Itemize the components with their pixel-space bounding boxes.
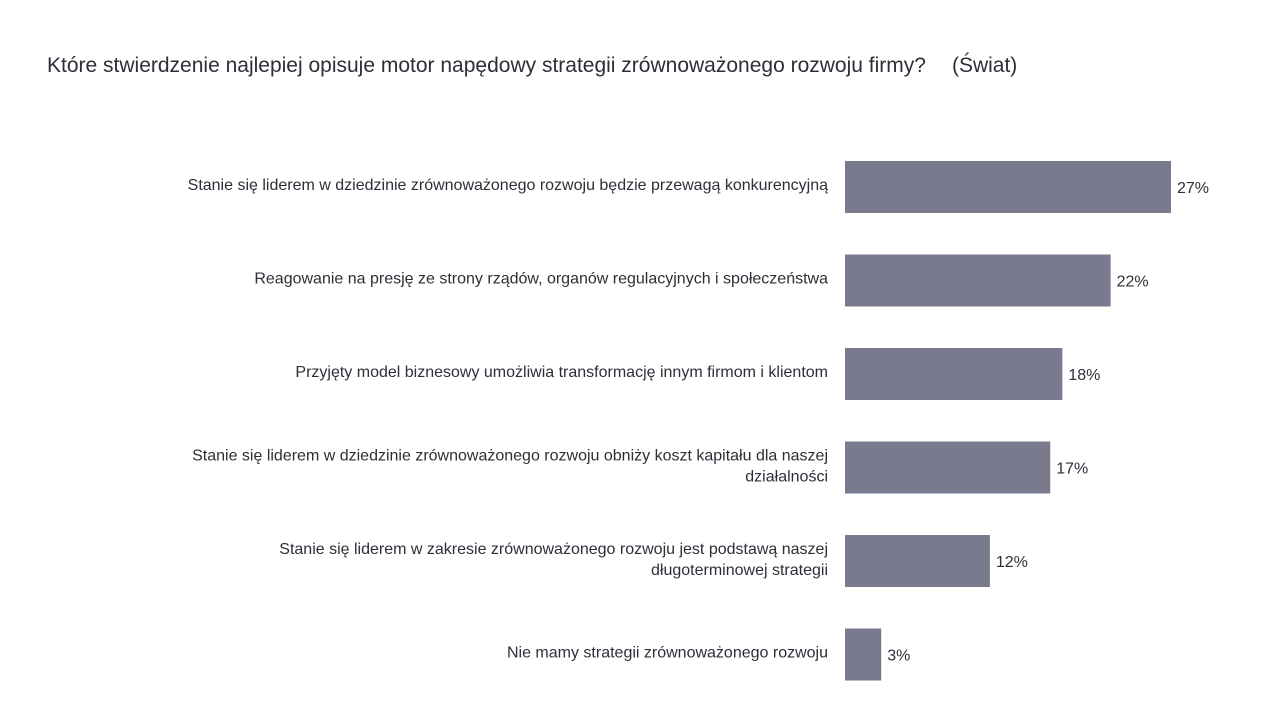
bar-6 [845,628,882,681]
chart-subtitle: (Świat) [951,54,1018,77]
category-label-3: Przyjęty model biznesowy umożliwia trans… [295,364,828,381]
value-label-1: 27% [1177,180,1209,197]
category-label-6: Nie mamy strategii zrównoważonego rozwoj… [507,645,828,662]
value-label-4: 17% [1056,461,1088,478]
value-label-6: 3% [887,648,910,665]
category-label-1: Stanie się liderem w dziedzinie zrównowa… [188,177,828,194]
category-label-2: Reagowanie na presję ze strony rządów, o… [254,271,828,288]
value-label-3: 18% [1068,367,1100,384]
category-label-5: Stanie się liderem w zakresie zrównoważo… [279,541,828,579]
value-label-5: 12% [996,554,1028,571]
chart-title-row: Które stwierdzenie najlepiej opisuje mot… [47,54,1017,78]
bar-1 [845,161,1171,213]
value-label-2: 22% [1117,274,1149,291]
category-label-4: Stanie się liderem w dziedzinie zrównowa… [192,448,828,486]
bar-3 [845,348,1063,400]
bar-2 [845,254,1111,307]
chart-title: Które stwierdzenie najlepiej opisuje mot… [47,54,926,77]
bar-5 [845,535,990,587]
bar-4 [845,441,1051,494]
